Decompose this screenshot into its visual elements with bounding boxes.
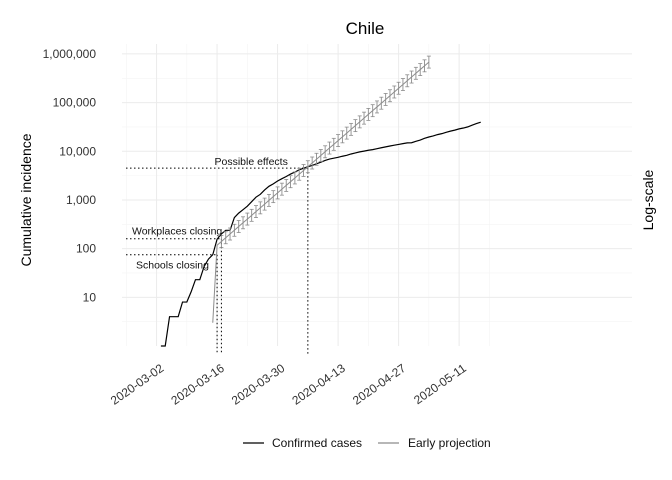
x-tick-label: 2020-03-02 [108,361,167,408]
annotation-label: Possible effects [214,156,287,168]
legend-label-confirmed: Confirmed cases [272,436,362,450]
x-tick-label: 2020-04-13 [290,361,349,408]
chart-title: Chile [346,19,385,38]
y-axis-title: Cumulative incidence [18,133,34,266]
y-tick-label: 10,000 [59,144,96,158]
y-tick-label: 100,000 [53,96,97,110]
annotation-lines [126,167,309,354]
legend-label-projection: Early projection [408,436,491,450]
x-tick-label: 2020-04-27 [350,361,409,408]
y-tick-label: 100 [76,242,96,256]
x-tick-label: 2020-03-30 [229,361,288,408]
text-layer: 10 100 1,000 10,000 100,000 1,000,000 2020-03-… [43,47,469,408]
series-line-confirmed [160,121,481,347]
annotation-label: Workplaces closing [132,226,222,238]
x-tick-label: 2020-05-11 [411,361,469,407]
series-line-projection [212,61,430,323]
series-layer [160,55,481,347]
y-tick-label: 1,000 [66,193,96,207]
y-tick-label: 10 [83,290,97,304]
x-tick-label: 2020-03-16 [168,361,227,408]
legend: Confirmed cases Early projection [243,436,491,450]
y-tick-label: 1,000,000 [43,47,97,61]
annotation-label: Schools closing [136,260,209,272]
right-axis-label: Log-scale [640,169,656,230]
grid [122,44,632,346]
